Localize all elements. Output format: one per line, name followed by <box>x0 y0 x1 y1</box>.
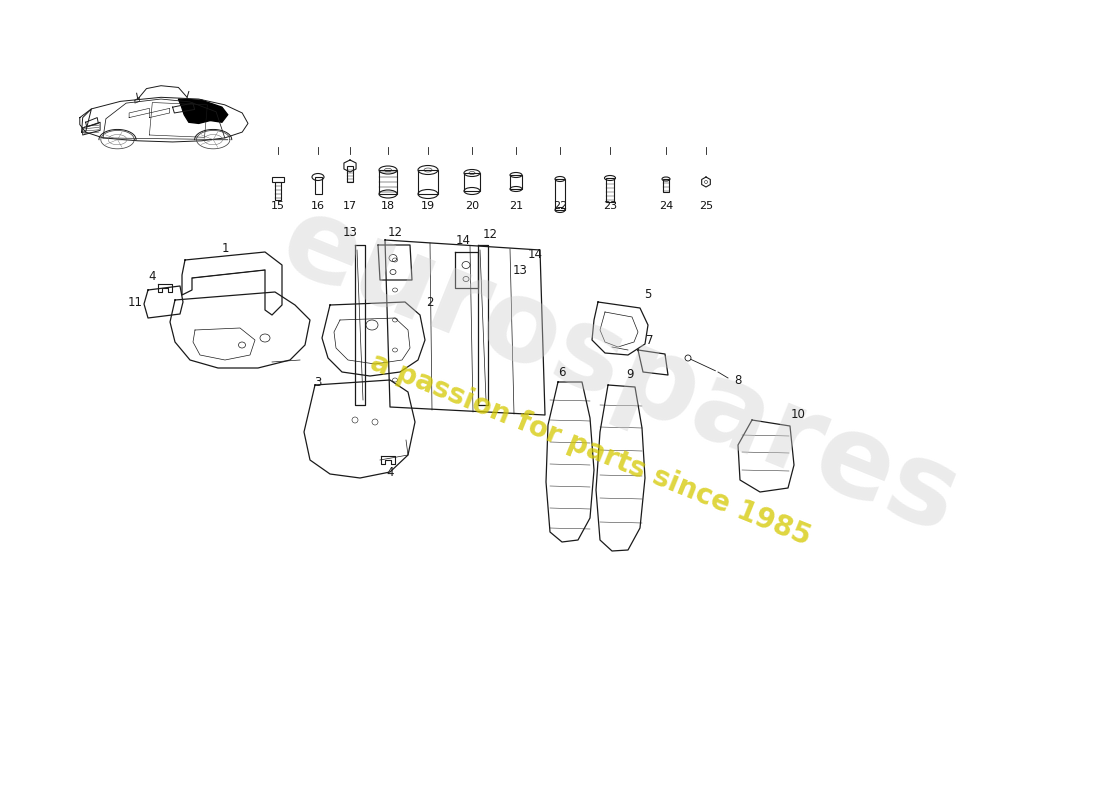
Text: 1: 1 <box>221 242 229 254</box>
Text: 19: 19 <box>421 201 436 211</box>
Text: 3: 3 <box>315 375 321 389</box>
Text: 15: 15 <box>271 201 285 211</box>
Bar <box>556 179 565 210</box>
Text: 9: 9 <box>626 369 634 382</box>
Text: 20: 20 <box>465 201 480 211</box>
Bar <box>379 170 397 194</box>
Polygon shape <box>178 99 216 123</box>
Text: 24: 24 <box>659 201 673 211</box>
Text: 8: 8 <box>735 374 741 386</box>
Bar <box>663 179 669 192</box>
Bar <box>272 177 284 182</box>
Text: 18: 18 <box>381 201 395 211</box>
Text: 4: 4 <box>148 270 156 283</box>
Text: 14: 14 <box>528 249 542 262</box>
Text: 13: 13 <box>513 263 527 277</box>
Text: 10: 10 <box>791 409 805 422</box>
Text: 7: 7 <box>647 334 653 346</box>
Bar <box>418 170 438 194</box>
Text: 6: 6 <box>558 366 565 378</box>
Text: 14: 14 <box>455 234 471 246</box>
Text: 4: 4 <box>386 466 394 479</box>
Text: 21: 21 <box>509 201 524 211</box>
Bar <box>606 178 614 202</box>
Text: 17: 17 <box>343 201 358 211</box>
Text: 16: 16 <box>311 201 324 211</box>
Bar <box>464 173 480 191</box>
Polygon shape <box>201 100 228 122</box>
Bar <box>275 182 280 200</box>
Bar <box>346 166 353 182</box>
Text: 13: 13 <box>342 226 358 238</box>
Text: eurospares: eurospares <box>265 184 975 556</box>
Text: a passion for parts since 1985: a passion for parts since 1985 <box>365 349 814 551</box>
Text: 5: 5 <box>645 287 651 301</box>
Text: 25: 25 <box>698 201 713 211</box>
Text: 11: 11 <box>128 295 143 309</box>
Bar <box>315 177 321 194</box>
Text: 12: 12 <box>387 226 403 238</box>
Text: 2: 2 <box>427 295 433 309</box>
Text: 12: 12 <box>483 229 497 242</box>
Bar <box>510 175 522 189</box>
Text: 23: 23 <box>603 201 617 211</box>
Text: 22: 22 <box>553 201 568 211</box>
